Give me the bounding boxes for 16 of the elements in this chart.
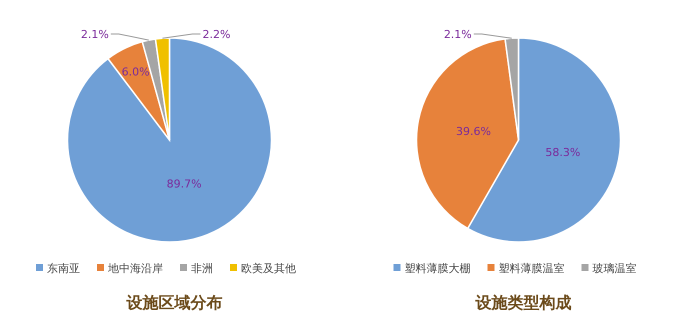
data-label: 89.7% <box>166 178 202 191</box>
legend-label: 塑料薄膜温室 <box>498 262 564 275</box>
data-label: 58.3% <box>545 146 580 159</box>
text: 设施类型构成 <box>474 294 572 312</box>
data-label: 2.1% <box>444 28 472 41</box>
data-label: 2.2% <box>202 28 230 41</box>
legend-label: 欧美及其他 <box>241 262 296 275</box>
legend-label: 地中海沿岸 <box>107 262 163 275</box>
data-label: 2.1% <box>80 28 109 41</box>
legend-label: 塑料薄膜大棚 <box>404 262 470 275</box>
text: 设施区域分布 <box>126 294 222 312</box>
data-label: 6.0% <box>122 65 150 78</box>
legend-label: 非洲 <box>191 262 213 275</box>
legend-label: 玻璃温室 <box>592 262 636 275</box>
legend-label: 东南亚 <box>47 262 80 275</box>
data-label: 39.6% <box>456 125 491 138</box>
